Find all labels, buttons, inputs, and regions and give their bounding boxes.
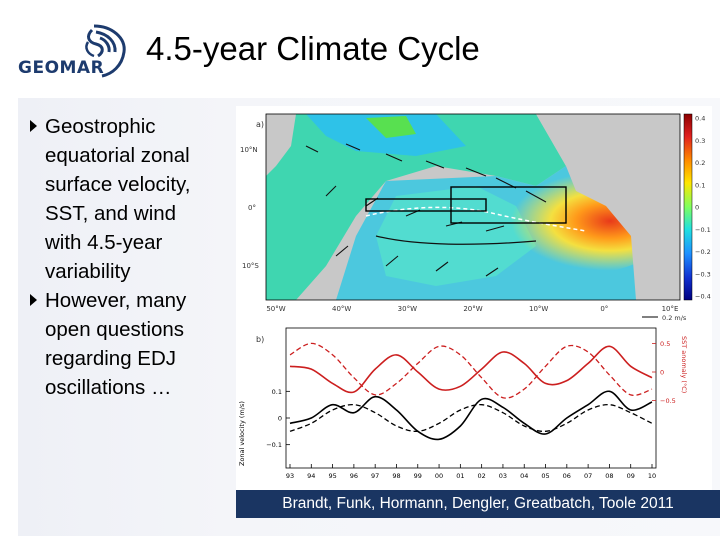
series-lines [289,342,653,441]
colorbar [683,113,693,301]
colorbar-tick-label: 0 [695,204,699,212]
lat-label: 10°S [242,262,259,270]
bullet-item: However, many open questions regarding E… [30,286,230,402]
triangle-bullet-icon [30,294,37,306]
bullet-item: Geostrophic equatorial zonal surface vel… [30,112,230,286]
bullet-line: oscillations … [45,376,172,399]
lon-labels: 50°W 40°W 30°W 20°W 10°W 0° 10°E [266,305,678,313]
africa-land [536,114,680,300]
year-tick-label: 00 [435,472,443,480]
colorbar-tick-label: −0.3 [695,270,711,278]
year-tick-label: 05 [541,472,549,480]
series-line-0 [289,345,653,394]
ylabel-right: SST anomaly (°C) [680,336,688,393]
triangle-bullet-icon [30,120,37,132]
ocean-field-green [366,116,416,138]
year-tick-label: 98 [392,472,400,480]
colorbar-tick-label: 0.2 [695,159,705,167]
panel-a-label: a) [256,120,264,129]
year-tick-label: 07 [584,472,592,480]
right-tick-label: 0.5 [660,340,670,348]
right-tick-label: −0.5 [660,397,676,405]
right-axis-ticks: 0.5 0 −0.5 [652,340,676,405]
lat-label: 0° [248,204,256,212]
bullet-list: Geostrophic equatorial zonal surface vel… [30,112,230,402]
box-east [450,186,567,224]
box-west [365,198,487,212]
year-tick-label: 97 [371,472,379,480]
lon-label: 20°W [463,305,482,313]
series-line-1 [289,342,653,399]
lon-label: 0° [600,305,608,313]
year-tick-label: 04 [520,472,528,480]
lon-label: 30°W [398,305,417,313]
map-frame [265,113,681,301]
map-heatmap [266,114,680,300]
year-tick-label: 93 [286,472,294,480]
left-tick-label: 0.1 [272,388,282,396]
bullet-line: variability [45,260,131,283]
year-tick-label: 95 [328,472,336,480]
bullet-line: regarding EDJ [45,347,177,370]
bullet-line: surface velocity, [45,173,191,196]
year-ticks: 93 94 95 96 97 98 99 00 01 02 03 04 05 06 07 08 09 10 [286,464,656,480]
series-line-3 [289,404,653,432]
bullet-line: equatorial zonal [45,144,190,167]
bullet-line: Geostrophic [45,115,156,138]
year-tick-label: 94 [307,472,315,480]
year-tick-label: 96 [350,472,358,480]
bullet-line: with 4.5-year [45,231,163,254]
colorbar-tick-label: −0.1 [695,226,711,234]
year-tick-label: 09 [627,472,635,480]
ocean-field-cyan [266,114,566,300]
colorbar-ticks: 0.4 0.3 0.2 0.1 0 −0.1 −0.2 −0.3 −0.4 [695,115,711,301]
figure-svg: a) [238,113,711,480]
wind-vectors [305,143,547,277]
south-america-land [266,114,296,176]
left-axis-ticks: 0.1 0 −0.1 [266,388,290,449]
ylabel-left: Zonal velocity (m/s) [238,401,246,466]
lon-label: 50°W [266,305,285,313]
bullet-line: However, many [45,289,187,312]
lon-label: 10°E [662,305,679,313]
citation-caption: Brandt, Funk, Hormann, Dengler, Greatbat… [236,490,720,518]
right-tick-label: 0 [660,369,664,377]
colorbar-tick-label: −0.2 [695,248,711,256]
scale-label: 0.2 m/s [662,314,687,322]
panel-b-label: b) [256,335,264,344]
colorbar-tick-label: −0.4 [695,293,711,301]
logo-text: GEOMAR [18,58,105,78]
year-tick-label: 06 [563,472,571,480]
bullet-line: open questions [45,318,185,341]
lat-label: 10°N [240,146,258,154]
bullet-line: SST, and wind [45,202,177,225]
lon-label: 40°W [332,305,351,313]
lon-label: 10°W [529,305,548,313]
sst-contour [375,235,537,245]
year-tick-label: 03 [499,472,507,480]
colorbar-tick-label: 0.1 [695,181,705,189]
colorbar-tick-label: 0.4 [695,115,705,123]
geomar-logo-swirl [85,24,126,78]
figure: a) [236,106,712,490]
left-tick-label: 0 [278,415,282,423]
slide-title: 4.5-year Climate Cycle [146,30,480,67]
year-tick-label: 01 [456,472,464,480]
geomar-logo: GEOMAR [16,22,136,82]
year-tick-label: 02 [478,472,486,480]
colorbar-tick-label: 0.3 [695,137,705,145]
series-line-2 [289,390,653,441]
series-frame [285,327,657,469]
year-tick-label: 99 [414,472,422,480]
year-tick-label: 08 [605,472,613,480]
year-tick-label: 10 [648,472,656,480]
left-tick-label: −0.1 [266,441,282,449]
velocity-contour [365,206,587,232]
